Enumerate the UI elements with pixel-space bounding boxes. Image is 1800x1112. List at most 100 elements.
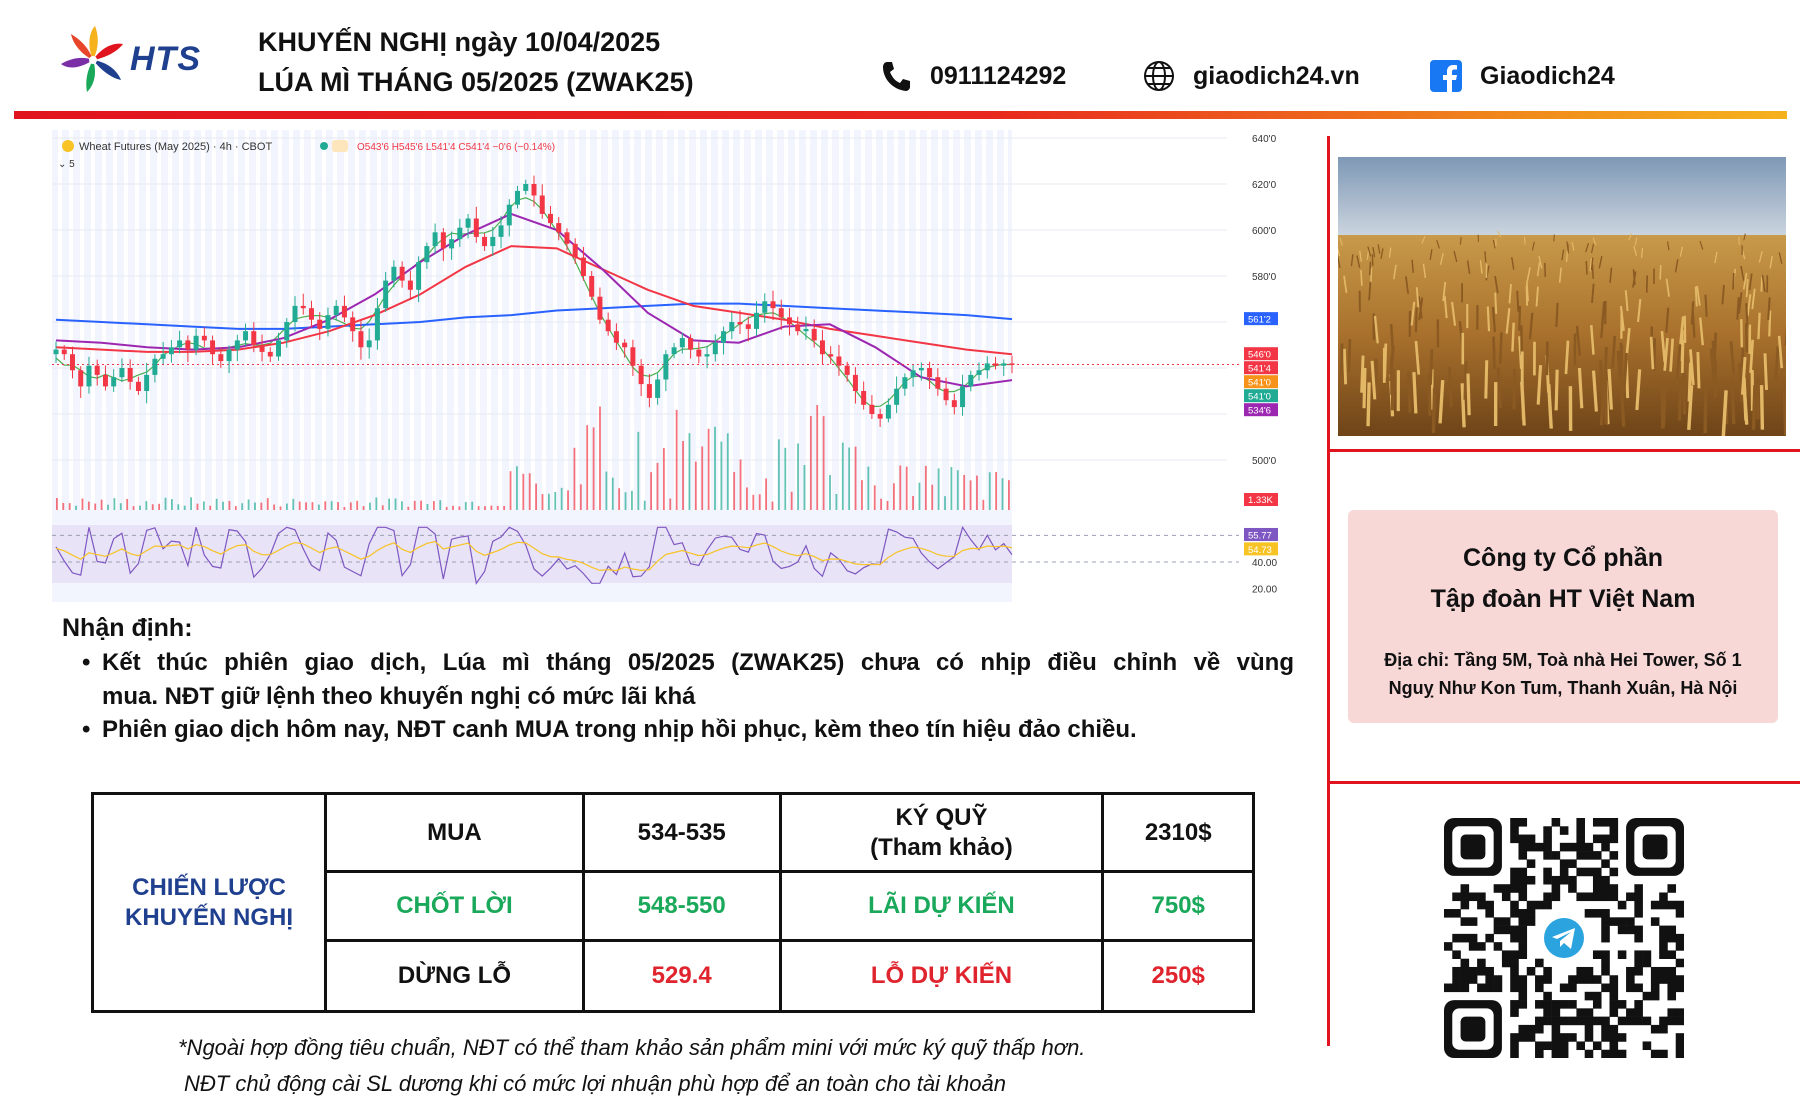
candle-body: [144, 374, 150, 391]
website-contact[interactable]: giaodich24.vn: [1141, 58, 1360, 94]
wheat-stalk: [1414, 340, 1421, 375]
qr-module: [1543, 966, 1552, 976]
volume-bar: [266, 498, 269, 510]
wheat-stalk: [1649, 336, 1655, 370]
wheat-stalk: [1592, 237, 1597, 246]
volume-bar: [976, 475, 978, 510]
volume-bar: [963, 474, 966, 510]
qr-module: [1559, 983, 1569, 993]
qr-module: [1650, 983, 1660, 993]
volume-bar: [432, 501, 435, 510]
candle-body: [745, 324, 751, 329]
moving-average-line: [55, 245, 1013, 356]
volume-bar: [298, 501, 301, 510]
stop-loss-label: DỪNG LỖ: [324, 939, 585, 1013]
wheat-stalk: [1485, 265, 1490, 281]
volume-bar: [841, 442, 844, 510]
qr-module: [1642, 958, 1652, 968]
qr-module: [1609, 867, 1619, 877]
rsi-tick-label: 20.00: [1252, 585, 1277, 596]
price-label-text: 546'0: [1248, 350, 1271, 361]
candle-body: [993, 363, 999, 366]
wheat-stalk: [1536, 262, 1541, 277]
volume-bar: [637, 431, 640, 510]
qr-module: [1601, 1024, 1610, 1034]
volume-bar: [202, 501, 205, 510]
qr-module: [1543, 842, 1552, 852]
qr-module: [1576, 867, 1585, 877]
candle-body: [86, 365, 92, 387]
wheat-stalk: [1590, 257, 1594, 271]
candle-body: [754, 312, 760, 329]
qr-module: [1468, 933, 1478, 943]
qr-module: [1526, 1024, 1536, 1034]
qr-module: [1510, 983, 1519, 993]
wheat-stalk: [1479, 260, 1483, 274]
qr-module: [1460, 884, 1470, 893]
volume-bar: [944, 496, 946, 510]
candle-body: [69, 354, 75, 371]
qr-module: [1493, 925, 1503, 935]
qr-module: [1601, 892, 1610, 902]
wheat-stalk: [1736, 297, 1740, 320]
qr-module: [1592, 950, 1602, 959]
volume-bar: [726, 433, 729, 510]
facebook-contact[interactable]: Giaodich24: [1428, 58, 1615, 94]
qr-module: [1526, 966, 1536, 976]
qr-module: [1551, 1016, 1561, 1026]
qr-module: [1518, 1000, 1528, 1009]
qr-module: [1617, 1000, 1627, 1009]
qr-module: [1518, 942, 1528, 951]
phone-number: 0911124292: [930, 61, 1067, 90]
qr-module: [1551, 818, 1561, 827]
qr-module: [1634, 892, 1643, 902]
wheat-stalk: [1512, 368, 1517, 410]
qr-module: [1609, 818, 1619, 827]
qr-module: [1634, 950, 1643, 959]
wheat-stalk: [1439, 253, 1444, 265]
qr-module: [1493, 975, 1503, 984]
wheat-stalk: [1511, 257, 1515, 270]
telegram-qr-code[interactable]: [1444, 818, 1685, 1059]
qr-module: [1642, 991, 1652, 1001]
wheat-stalk: [1407, 371, 1412, 413]
qr-module: [1609, 991, 1619, 1001]
qr-module: [1477, 983, 1486, 993]
qr-module: [1551, 1024, 1561, 1034]
qr-module: [1667, 975, 1677, 984]
qr-module: [1584, 1008, 1594, 1017]
wheat-stalk: [1491, 306, 1496, 333]
volume-bar: [714, 426, 716, 510]
wheat-stalk: [1566, 241, 1569, 250]
volume-bar: [164, 497, 167, 510]
analysis-bullet-1: Kết thúc phiên giao dịch, Lúa mì tháng 0…: [82, 646, 1294, 714]
indicator-toggle[interactable]: ⌄ 5: [58, 159, 75, 170]
volume-bar: [771, 501, 774, 510]
volume-bar: [631, 490, 633, 510]
candle-body: [383, 280, 389, 309]
volume-bar: [554, 492, 557, 510]
globe-icon: [1141, 58, 1177, 94]
qr-module: [1634, 884, 1643, 893]
qr-module: [1518, 875, 1528, 885]
qr-module: [1659, 1016, 1668, 1026]
qr-module: [1650, 966, 1660, 976]
wheat-stalk: [1523, 236, 1526, 245]
volume-bar: [650, 472, 653, 510]
wheat-stalk: [1696, 285, 1701, 306]
qr-module: [1543, 892, 1552, 902]
candle-body: [350, 317, 356, 332]
qr-module: [1667, 884, 1677, 893]
volume-bar: [752, 494, 755, 510]
volume-bar: [362, 506, 365, 510]
qr-module: [1510, 909, 1519, 918]
volume-bar: [241, 503, 244, 510]
qr-module: [1634, 900, 1643, 910]
wheat-stalk: [1484, 360, 1489, 399]
wheat-stalk: [1751, 385, 1757, 430]
phone-contact[interactable]: 0911124292: [878, 58, 1066, 94]
volume-bar: [535, 483, 537, 510]
wheat-stalk: [1603, 346, 1608, 383]
qr-module: [1675, 1033, 1685, 1042]
candle-body: [193, 335, 199, 350]
